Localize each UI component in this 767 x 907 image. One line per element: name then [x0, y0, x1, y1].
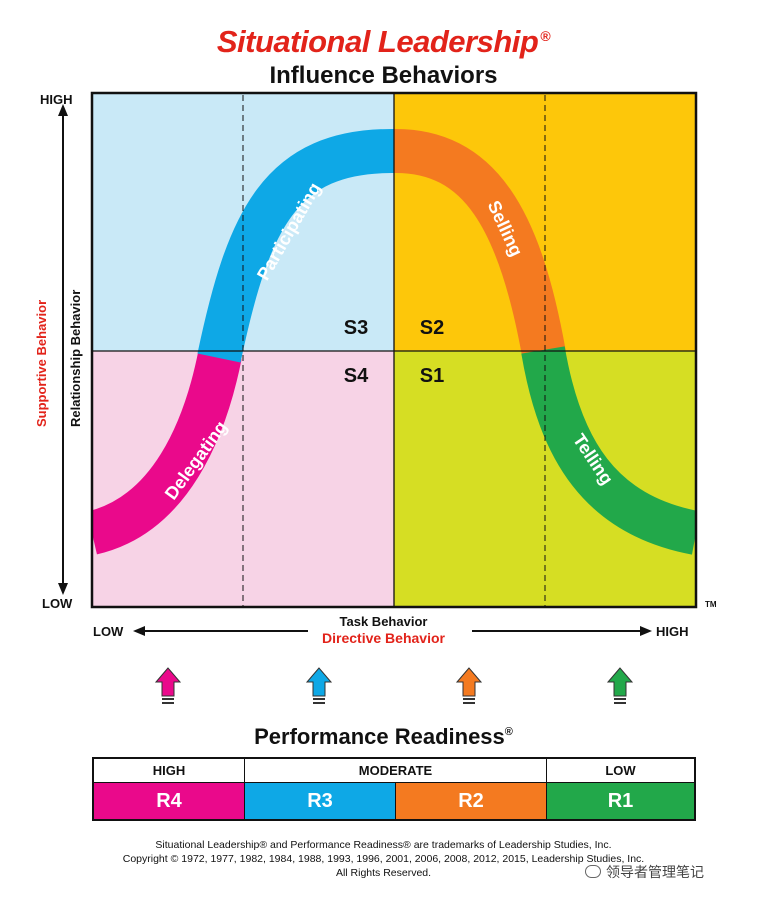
quadrant-label-s4: S4	[344, 365, 369, 387]
quadrant-label-s1: S1	[420, 365, 444, 387]
table-divider	[94, 782, 694, 783]
chat-bubble-icon	[585, 865, 601, 878]
trademark-mark: TM	[705, 600, 717, 609]
readiness-cell-r4: R4	[94, 783, 245, 819]
registered-mark: ®	[504, 726, 513, 738]
curve-telling	[521, 346, 696, 555]
watermark-text: 领导者管理笔记	[606, 864, 704, 880]
chart-title: Situational Leadership ®	[0, 24, 767, 60]
arrow-up-icon	[154, 667, 182, 704]
curve-participating	[197, 128, 395, 363]
arrow-up-icon	[606, 667, 634, 704]
x-axis-low-label: LOW	[93, 624, 124, 639]
footer-line-copyright: Copyright © 1972, 1977, 1982, 1984, 1988…	[122, 853, 645, 865]
arrow-up-icon	[455, 667, 483, 704]
y-axis-low-label: LOW	[42, 596, 73, 611]
arrow-up-icon	[305, 667, 333, 704]
readiness-header-low: LOW	[547, 759, 694, 783]
readiness-header-moderate: MODERATE	[245, 759, 547, 783]
registered-mark: ®	[540, 28, 551, 44]
readiness-table: HIGH MODERATE LOW R4 R3 R2 R1	[92, 757, 696, 821]
x-axis-label-directive: Directive Behavior	[322, 630, 445, 646]
quadrant-label-s2: S2	[420, 317, 444, 339]
chart-frame	[90, 91, 698, 609]
x-axis-arrow	[133, 626, 652, 636]
curve-selling	[393, 128, 566, 358]
y-axis-arrow	[58, 104, 68, 595]
chart-subtitle: Influence Behaviors	[269, 62, 498, 89]
readiness-title-text: Performance Readiness	[254, 724, 505, 749]
x-axis-label-task: Task Behavior	[339, 614, 428, 629]
footer: Situational Leadership® and Performance …	[0, 838, 767, 880]
curve-delegating	[92, 350, 242, 555]
readiness-cell-r1: R1	[547, 783, 694, 819]
x-axis-high-label: HIGH	[656, 624, 689, 639]
footer-line-rights: All Rights Reserved.	[335, 867, 432, 879]
title-text: Situational Leadership	[216, 24, 539, 59]
quadrant-label-s3: S3	[344, 317, 368, 339]
footer-line-trademarks: Situational Leadership® and Performance …	[155, 839, 612, 851]
readiness-title: Performance Readiness®	[0, 724, 767, 750]
y-axis-label-supportive: Supportive Behavior	[34, 299, 49, 427]
readiness-cell-r2: R2	[396, 783, 547, 819]
y-axis-high-label: HIGH	[40, 92, 73, 107]
readiness-header-high: HIGH	[94, 759, 245, 783]
readiness-cell-r3: R3	[245, 783, 396, 819]
y-axis-label-relationship: Relationship Behavior	[68, 289, 83, 427]
watermark: 领导者管理笔记	[585, 862, 704, 882]
